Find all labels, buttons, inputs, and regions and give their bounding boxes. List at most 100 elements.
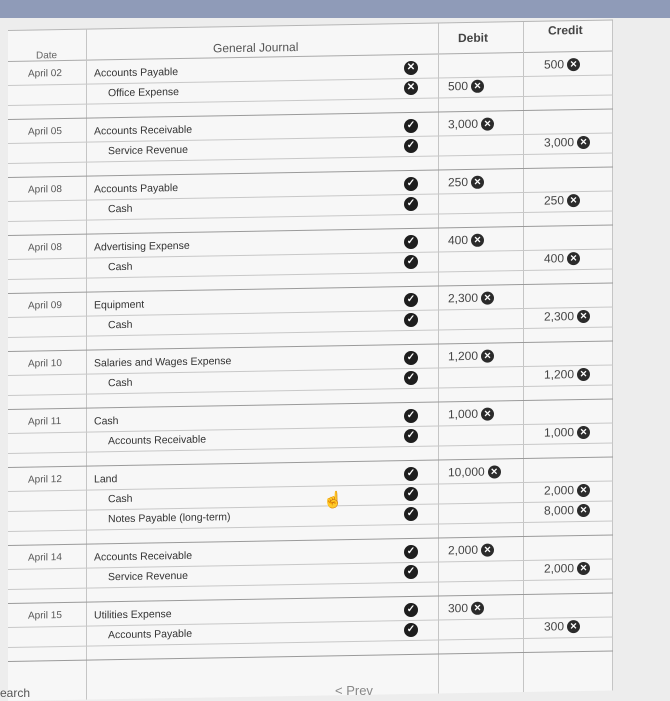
clear-x-icon[interactable]: ✕ — [577, 135, 591, 149]
clear-x-icon[interactable]: ✕ — [567, 57, 581, 71]
clear-x-icon[interactable]: ✕ — [577, 503, 591, 517]
entry-date[interactable]: April 08 — [28, 184, 62, 196]
search-label[interactable]: earch — [0, 686, 31, 700]
account-name[interactable]: Service Revenue — [108, 143, 188, 158]
check-circle-icon: ✓ — [404, 466, 418, 482]
entry-date[interactable]: April 02 — [28, 68, 62, 80]
credit-amount[interactable]: 1,000 ✕ — [544, 425, 591, 440]
general-journal-title: General Journal — [213, 39, 299, 56]
credit-amount[interactable]: 8,000 ✕ — [544, 503, 591, 518]
account-name[interactable]: Accounts Payable — [94, 182, 179, 196]
clear-x-icon[interactable]: ✕ — [471, 233, 485, 247]
credit-amount[interactable]: 250 ✕ — [544, 193, 581, 208]
clear-x-icon[interactable]: ✕ — [577, 561, 591, 575]
account-name[interactable]: Cash — [108, 376, 133, 390]
clear-x-icon[interactable]: ✕ — [481, 117, 495, 131]
account-name[interactable]: Cash — [108, 202, 133, 216]
credit-amount[interactable]: 500 ✕ — [544, 57, 581, 72]
check-circle-icon: ✓ — [404, 408, 418, 424]
account-name[interactable]: Cash — [108, 492, 133, 506]
check-circle-icon: ✓ — [404, 622, 418, 638]
debit-amount[interactable]: 3,000 ✕ — [448, 116, 495, 132]
check-circle-icon: ✓ — [404, 234, 418, 250]
account-name[interactable]: Land — [94, 473, 118, 486]
clear-x-icon[interactable]: ✕ — [471, 601, 485, 615]
account-name[interactable]: Accounts Receivable — [94, 549, 193, 564]
entry-date[interactable]: April 08 — [28, 242, 62, 254]
entry-date[interactable]: April 05 — [28, 126, 62, 138]
column-divider — [612, 20, 613, 691]
clear-x-icon[interactable]: ✕ — [567, 251, 581, 265]
debit-amount[interactable]: 250 ✕ — [448, 174, 485, 190]
clear-x-icon[interactable]: ✕ — [577, 367, 591, 381]
account-name[interactable]: Advertising Expense — [94, 239, 190, 254]
debit-amount[interactable]: 300 ✕ — [448, 600, 485, 616]
entry-date[interactable]: April 10 — [28, 358, 62, 370]
account-name[interactable]: Accounts Payable — [108, 627, 193, 642]
entry-date[interactable]: April 12 — [28, 474, 62, 486]
clear-x-icon[interactable]: ✕ — [471, 79, 485, 93]
account-name[interactable]: Equipment — [94, 298, 145, 312]
account-name[interactable]: Cash — [108, 260, 133, 274]
account-name[interactable]: Cash — [94, 415, 119, 428]
entry-date[interactable]: April 09 — [28, 300, 62, 312]
credit-value: 2,000 — [544, 483, 575, 498]
credit-value: 8,000 — [544, 503, 575, 518]
clear-x-icon[interactable]: ✕ — [481, 543, 495, 557]
debit-amount[interactable]: 1,200 ✕ — [448, 349, 495, 363]
account-name[interactable]: Accounts Payable — [94, 66, 179, 80]
debit-value: 3,000 — [448, 116, 479, 132]
clear-x-icon[interactable]: ✕ — [577, 425, 591, 439]
credit-amount[interactable]: 400 ✕ — [544, 251, 581, 266]
credit-value: 2,300 — [544, 309, 575, 324]
debit-amount[interactable]: 400 ✕ — [448, 233, 485, 247]
clear-x-icon[interactable]: ✕ — [577, 309, 591, 323]
account-name[interactable]: Accounts Receivable — [108, 433, 207, 448]
credit-amount[interactable]: 300 ✕ — [544, 619, 581, 634]
check-circle-icon: ✓ — [404, 292, 418, 308]
credit-amount[interactable]: 2,300 ✕ — [544, 309, 591, 324]
account-name[interactable]: Cash — [108, 318, 133, 332]
debit-value: 300 — [448, 600, 469, 616]
clear-x-icon[interactable]: ✕ — [481, 291, 495, 305]
credit-amount[interactable]: 2,000 ✕ — [544, 483, 591, 498]
clear-x-icon[interactable]: ✕ — [487, 464, 501, 479]
credit-value: 300 — [544, 619, 565, 634]
check-circle-icon: ✓ — [404, 564, 418, 580]
x-circle-icon: ✕ — [404, 60, 418, 76]
x-circle-icon: ✕ — [404, 80, 418, 96]
account-name[interactable]: Accounts Receivable — [94, 123, 193, 138]
credit-value: 250 — [544, 193, 565, 208]
entry-date[interactable]: April 11 — [28, 416, 62, 428]
debit-amount[interactable]: 10,000 ✕ — [448, 464, 501, 479]
credit-amount[interactable]: 3,000 ✕ — [544, 135, 591, 150]
account-name[interactable]: Salaries and Wages Expense — [94, 355, 232, 370]
entry-date[interactable]: April 14 — [28, 552, 62, 564]
debit-amount[interactable]: 2,300 ✕ — [448, 291, 495, 305]
debit-amount[interactable]: 2,000 ✕ — [448, 543, 495, 557]
clear-x-icon[interactable]: ✕ — [577, 483, 591, 497]
debit-amount[interactable]: 1,000 ✕ — [448, 406, 495, 422]
account-name[interactable]: Office Expense — [108, 86, 180, 100]
debit-value: 250 — [448, 174, 469, 190]
account-name[interactable]: Service Revenue — [108, 569, 188, 584]
credit-amount[interactable]: 1,200 ✕ — [544, 367, 591, 382]
clear-x-icon[interactable]: ✕ — [481, 407, 495, 421]
credit-value: 1,200 — [544, 367, 575, 382]
check-circle-icon: ✓ — [404, 176, 418, 192]
clear-x-icon[interactable]: ✕ — [567, 619, 581, 633]
entry-date[interactable]: April 15 — [28, 610, 62, 622]
top-bar — [0, 0, 670, 18]
clear-x-icon[interactable]: ✕ — [567, 193, 581, 207]
credit-column-header: Credit — [548, 22, 583, 38]
clear-x-icon[interactable]: ✕ — [481, 349, 495, 363]
debit-value: 1,000 — [448, 406, 479, 422]
credit-value: 3,000 — [544, 135, 575, 150]
account-name[interactable]: Notes Payable (long-term) — [108, 511, 231, 526]
credit-amount[interactable]: 2,000 ✕ — [544, 561, 591, 576]
clear-x-icon[interactable]: ✕ — [471, 175, 485, 189]
debit-amount[interactable]: 500 ✕ — [448, 79, 485, 93]
debit-value: 10,000 — [448, 464, 485, 480]
account-name[interactable]: Utilities Expense — [94, 608, 172, 622]
prev-button[interactable]: < Prev — [335, 683, 373, 698]
